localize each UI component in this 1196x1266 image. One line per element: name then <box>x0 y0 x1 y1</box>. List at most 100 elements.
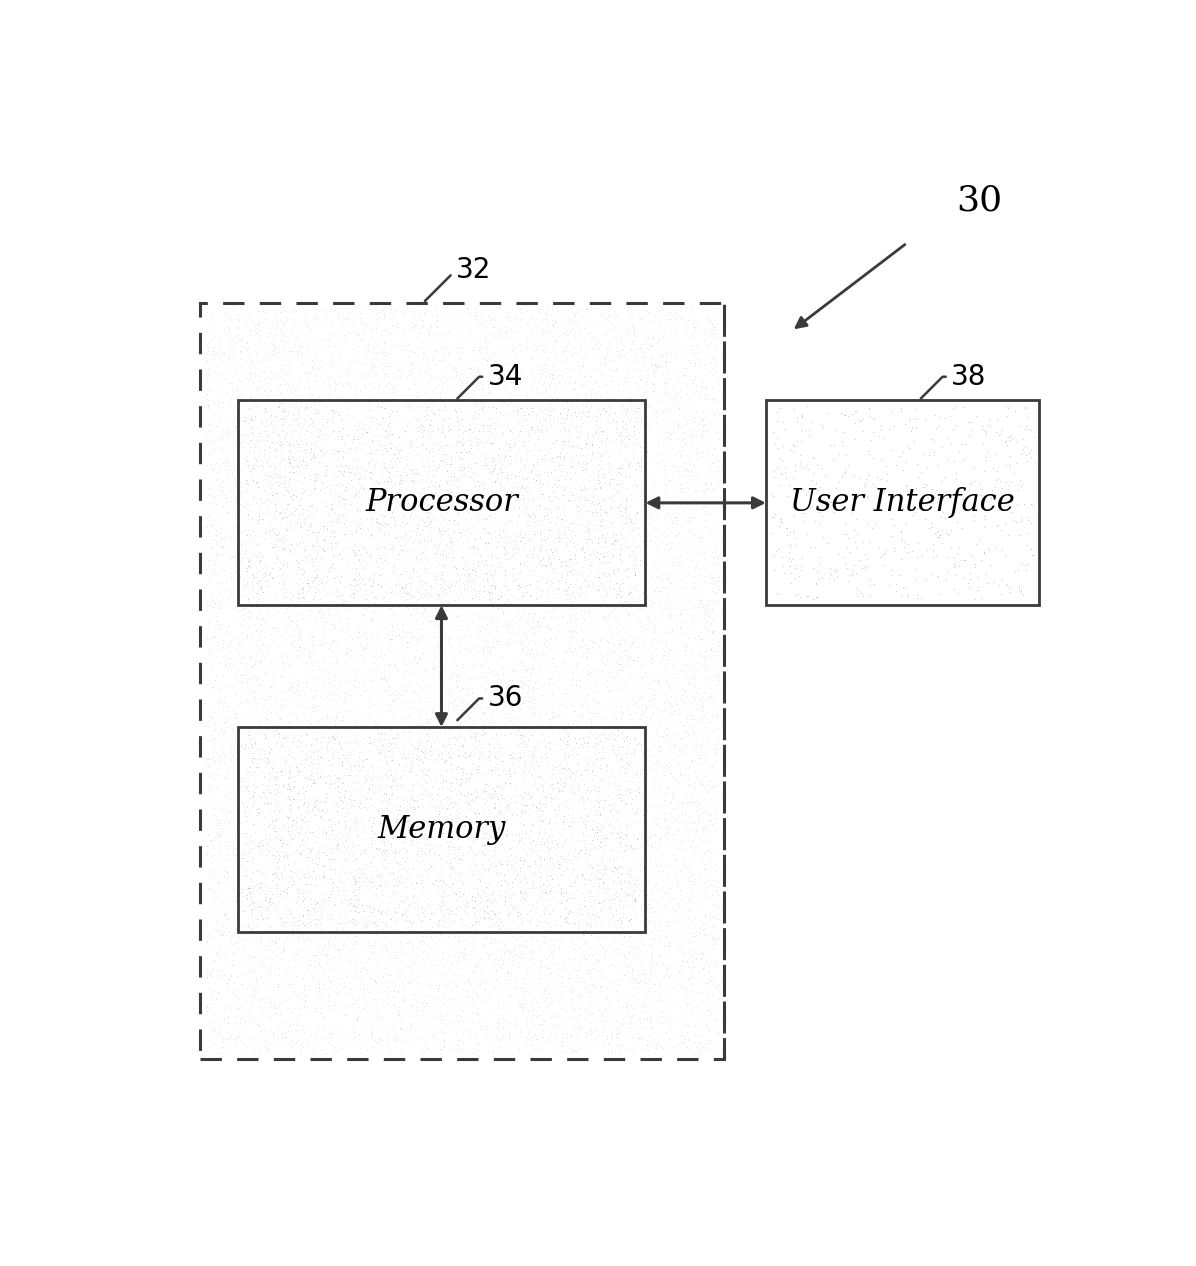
Point <box>350 518 370 538</box>
Point <box>584 482 603 503</box>
Point <box>612 395 631 415</box>
Point <box>220 742 239 762</box>
Point <box>210 947 230 967</box>
Point <box>684 722 703 742</box>
Point <box>640 852 659 872</box>
Point <box>645 809 664 829</box>
Point <box>256 376 275 396</box>
Point <box>665 348 684 368</box>
Point <box>490 481 509 501</box>
Point <box>708 576 727 596</box>
Point <box>598 879 617 899</box>
Point <box>372 320 391 341</box>
Point <box>386 919 405 939</box>
Point <box>213 351 232 371</box>
Point <box>563 565 582 585</box>
Point <box>317 519 336 539</box>
Point <box>631 963 651 984</box>
Point <box>692 729 712 749</box>
Point <box>622 417 641 437</box>
Point <box>238 424 257 444</box>
Point <box>310 695 329 715</box>
Point <box>609 718 628 738</box>
Point <box>637 891 657 912</box>
Point <box>531 471 550 491</box>
Point <box>228 467 248 487</box>
Point <box>692 830 712 851</box>
Point <box>254 951 273 971</box>
Point <box>263 468 282 489</box>
Point <box>456 903 475 923</box>
Point <box>378 552 397 572</box>
Point <box>279 787 298 808</box>
Point <box>597 566 616 586</box>
Point <box>554 861 573 881</box>
Point <box>860 406 879 427</box>
Point <box>514 405 533 425</box>
Point <box>383 534 402 555</box>
Point <box>303 766 322 786</box>
Point <box>374 587 393 608</box>
Point <box>271 1036 291 1056</box>
Point <box>677 787 696 808</box>
Point <box>681 861 700 881</box>
Point <box>210 752 230 772</box>
Point <box>392 971 411 991</box>
Point <box>581 366 600 386</box>
Point <box>263 344 282 365</box>
Point <box>566 871 585 891</box>
Point <box>446 884 465 904</box>
Point <box>268 409 287 429</box>
Point <box>609 968 628 989</box>
Point <box>578 727 597 747</box>
Point <box>488 995 507 1015</box>
Point <box>568 453 587 473</box>
Point <box>617 884 636 904</box>
Point <box>313 866 332 886</box>
Point <box>487 863 506 884</box>
Point <box>214 392 233 413</box>
Point <box>635 838 654 858</box>
Point <box>306 471 325 491</box>
Point <box>660 423 679 443</box>
Point <box>359 544 378 565</box>
Point <box>654 1004 673 1024</box>
Point <box>377 395 396 415</box>
Point <box>402 311 421 332</box>
Point <box>205 371 224 391</box>
Point <box>384 396 403 417</box>
Point <box>341 1034 360 1055</box>
Point <box>478 904 498 924</box>
Point <box>276 567 295 587</box>
Point <box>687 335 706 356</box>
Point <box>907 477 926 498</box>
Point <box>658 398 677 418</box>
Point <box>659 448 678 468</box>
Point <box>530 939 549 960</box>
Point <box>262 739 281 760</box>
Point <box>286 430 305 451</box>
Point <box>260 858 279 879</box>
Point <box>344 463 364 484</box>
Point <box>654 381 673 401</box>
Point <box>310 839 329 860</box>
Point <box>429 804 448 824</box>
Point <box>694 354 713 375</box>
Point <box>416 765 435 785</box>
Point <box>506 346 525 366</box>
Point <box>196 953 215 974</box>
Point <box>581 924 600 944</box>
Point <box>206 919 225 939</box>
Point <box>518 404 537 424</box>
Point <box>689 487 708 508</box>
Point <box>536 342 555 362</box>
Point <box>289 530 309 551</box>
Point <box>708 872 727 893</box>
Point <box>630 541 649 561</box>
Point <box>350 544 370 565</box>
Point <box>287 817 306 837</box>
Point <box>249 572 268 592</box>
Point <box>470 991 489 1012</box>
Point <box>685 751 704 771</box>
Point <box>414 342 433 362</box>
